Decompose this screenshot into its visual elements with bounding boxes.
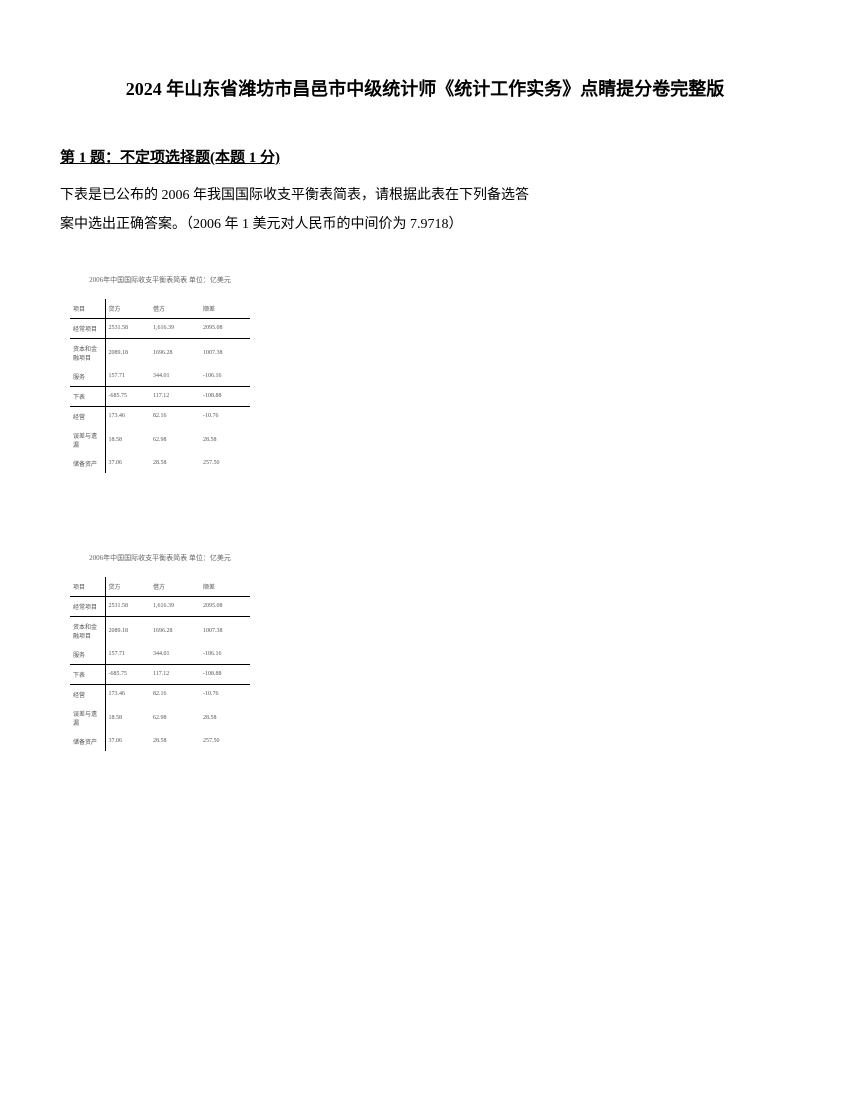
- data-table: 项目 贷方 借方 顺差 经常项目 2531.58 1,616.39 2095.0…: [70, 577, 250, 751]
- cell: 1696.28: [150, 616, 200, 645]
- cell: 储备资产: [70, 732, 105, 751]
- cell: 1,616.39: [150, 318, 200, 338]
- cell: 资本和金融项目: [70, 338, 105, 367]
- col-header: 借方: [150, 299, 200, 319]
- cell: 2095.08: [200, 318, 250, 338]
- cell: 37.06: [105, 732, 150, 751]
- cell: 82.16: [150, 406, 200, 426]
- cell: 62.98: [150, 704, 200, 732]
- cell: 173.46: [105, 684, 150, 704]
- table-row: 储备资产 37.06 28.58 257.50: [70, 454, 250, 473]
- table-row: 下表 -685.75 117.12 -108.88: [70, 386, 250, 406]
- cell: -106.16: [200, 645, 250, 665]
- cell: 117.12: [150, 664, 200, 684]
- table-row: 经常项目 2531.58 1,616.39 2095.08: [70, 596, 250, 616]
- table-row: 经营 173.46 82.16 -10.76: [70, 406, 250, 426]
- cell: 37.06: [105, 454, 150, 473]
- cell: 157.71: [105, 367, 150, 387]
- cell: 157.71: [105, 645, 150, 665]
- col-header: 顺差: [200, 577, 250, 597]
- cell: 1696.28: [150, 338, 200, 367]
- col-header: 项目: [70, 577, 105, 597]
- cell: 误差与遗漏: [70, 704, 105, 732]
- cell: 经常项目: [70, 596, 105, 616]
- cell: 28.58: [150, 454, 200, 473]
- cell: 下表: [70, 664, 105, 684]
- table-instance-1: 2006年中国国际收支平衡表简表 单位：亿美元 项目 贷方 借方 顺差 经常项目…: [70, 275, 790, 473]
- table-caption: 2006年中国国际收支平衡表简表 单位：亿美元: [70, 553, 250, 563]
- cell: -685.75: [105, 386, 150, 406]
- cell: 2089.18: [105, 616, 150, 645]
- cell: 117.12: [150, 386, 200, 406]
- table-header-row: 项目 贷方 借方 顺差: [70, 299, 250, 319]
- cell: -10.76: [200, 684, 250, 704]
- cell: 62.98: [150, 426, 200, 454]
- cell: 173.46: [105, 406, 150, 426]
- cell: 344.01: [150, 367, 200, 387]
- table-header-row: 项目 贷方 借方 顺差: [70, 577, 250, 597]
- cell: 2095.08: [200, 596, 250, 616]
- question-body: 下表是已公布的 2006 年我国国际收支平衡表简表，请根据此表在下列备选答 案中…: [60, 181, 790, 240]
- table-row: 储备资产 37.06 28.58 257.50: [70, 732, 250, 751]
- table-row: 经常项目 2531.58 1,616.39 2095.08: [70, 318, 250, 338]
- cell: 资本和金融项目: [70, 616, 105, 645]
- col-header: 顺差: [200, 299, 250, 319]
- col-header: 贷方: [105, 299, 150, 319]
- col-header: 借方: [150, 577, 200, 597]
- cell: 344.01: [150, 645, 200, 665]
- question-header: 第 1 题：不定项选择题(本题 1 分): [60, 146, 790, 167]
- table-instance-2: 2006年中国国际收支平衡表简表 单位：亿美元 项目 贷方 借方 顺差 经常项目…: [70, 553, 790, 751]
- cell: 下表: [70, 386, 105, 406]
- cell: 服务: [70, 645, 105, 665]
- table-row: 资本和金融项目 2089.18 1696.28 1007.38: [70, 616, 250, 645]
- cell: 1007.38: [200, 616, 250, 645]
- cell: -10.76: [200, 406, 250, 426]
- col-header: 项目: [70, 299, 105, 319]
- cell: -108.88: [200, 664, 250, 684]
- cell: 28.58: [200, 704, 250, 732]
- data-table: 项目 贷方 借方 顺差 经常项目 2531.58 1,616.39 2095.0…: [70, 299, 250, 473]
- question-line-1: 下表是已公布的 2006 年我国国际收支平衡表简表，请根据此表在下列备选答: [60, 181, 790, 210]
- cell: 经营: [70, 406, 105, 426]
- cell: 257.50: [200, 732, 250, 751]
- cell: 储备资产: [70, 454, 105, 473]
- table-row: 资本和金融项目 2089.18 1696.28 1007.38: [70, 338, 250, 367]
- cell: -685.75: [105, 664, 150, 684]
- cell: 1,616.39: [150, 596, 200, 616]
- table-row: 服务 157.71 344.01 -106.16: [70, 367, 250, 387]
- cell: 257.50: [200, 454, 250, 473]
- table-row: 服务 157.71 344.01 -106.16: [70, 645, 250, 665]
- cell: 误差与遗漏: [70, 426, 105, 454]
- cell: 28.58: [150, 732, 200, 751]
- cell: 28.58: [200, 426, 250, 454]
- cell: 2531.58: [105, 596, 150, 616]
- cell: -108.88: [200, 386, 250, 406]
- cell: 82.16: [150, 684, 200, 704]
- cell: 经常项目: [70, 318, 105, 338]
- cell: 服务: [70, 367, 105, 387]
- cell: -106.16: [200, 367, 250, 387]
- cell: 2531.58: [105, 318, 150, 338]
- cell: 2089.18: [105, 338, 150, 367]
- table-row: 误差与遗漏 18.58 62.98 28.58: [70, 704, 250, 732]
- cell: 18.58: [105, 426, 150, 454]
- col-header: 贷方: [105, 577, 150, 597]
- cell: 经营: [70, 684, 105, 704]
- document-title: 2024 年山东省潍坊市昌邑市中级统计师《统计工作实务》点睛提分卷完整版: [60, 75, 790, 101]
- cell: 1007.38: [200, 338, 250, 367]
- table-row: 下表 -685.75 117.12 -108.88: [70, 664, 250, 684]
- question-line-2: 案中选出正确答案。（2006 年 1 美元对人民币的中间价为 7.9718）: [60, 210, 790, 239]
- table-row: 误差与遗漏 18.58 62.98 28.58: [70, 426, 250, 454]
- cell: 18.58: [105, 704, 150, 732]
- table-row: 经营 173.46 82.16 -10.76: [70, 684, 250, 704]
- table-caption: 2006年中国国际收支平衡表简表 单位：亿美元: [70, 275, 250, 285]
